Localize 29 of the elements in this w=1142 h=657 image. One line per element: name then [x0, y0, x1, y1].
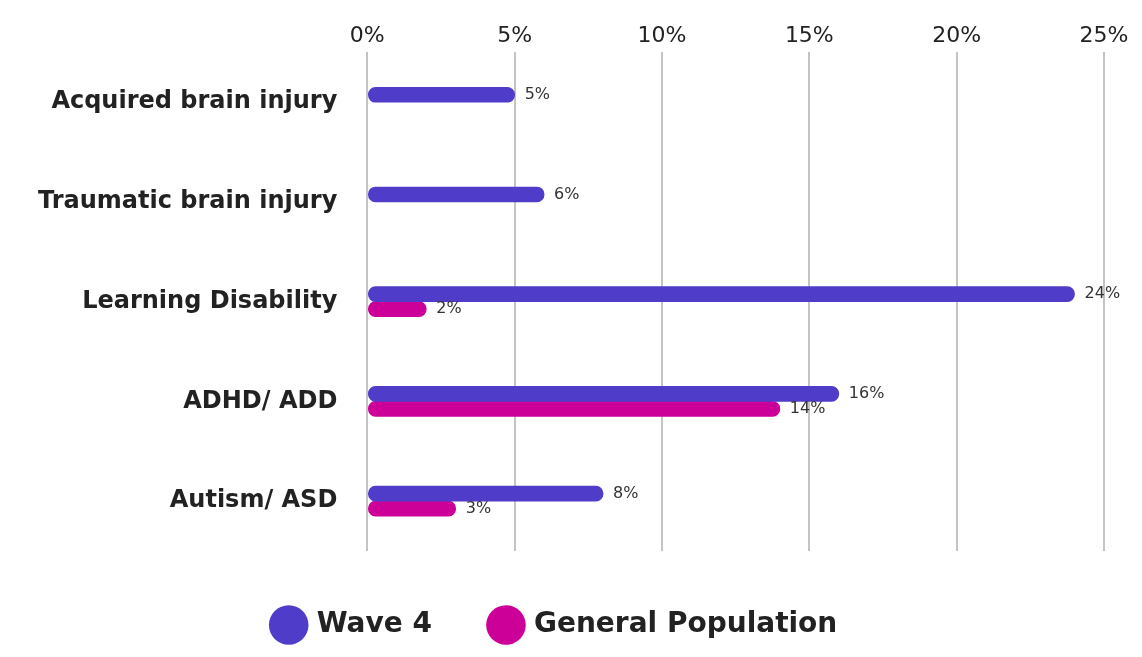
- bar: [367, 286, 1075, 303]
- data-label: 14%: [789, 398, 826, 418]
- data-label: 6%: [554, 183, 580, 203]
- bar: [367, 485, 604, 502]
- legend-label: General Population: [533, 606, 838, 640]
- y-tick-label: ADHD/ ADD: [183, 385, 338, 414]
- data-label: 24%: [1084, 283, 1121, 303]
- bar: [367, 186, 545, 203]
- bar: [367, 401, 781, 417]
- x-tick-label: 25%: [1079, 21, 1129, 47]
- y-tick-label: Learning Disability: [82, 285, 338, 314]
- data-label: 5%: [524, 83, 551, 103]
- data-label: 3%: [465, 497, 492, 517]
- y-tick-label: Traumatic brain injury: [37, 186, 338, 215]
- data-label: 16%: [848, 383, 885, 403]
- legend-label: Wave 4: [316, 606, 432, 640]
- data-label: 2%: [436, 298, 462, 318]
- bar: [367, 86, 515, 103]
- bar: [367, 500, 457, 517]
- x-tick-label: 0%: [349, 21, 385, 47]
- bar: [367, 386, 840, 402]
- y-tick-label: Acquired brain injury: [51, 86, 338, 115]
- x-tick-label: 15%: [784, 21, 834, 47]
- bar: [367, 301, 427, 318]
- y-tick-label: Autism/ ASD: [169, 485, 338, 514]
- x-tick-label: 10%: [637, 21, 687, 47]
- x-tick-label: 20%: [932, 21, 982, 47]
- data-label: 8%: [613, 482, 639, 502]
- x-tick-label: 5%: [497, 21, 533, 47]
